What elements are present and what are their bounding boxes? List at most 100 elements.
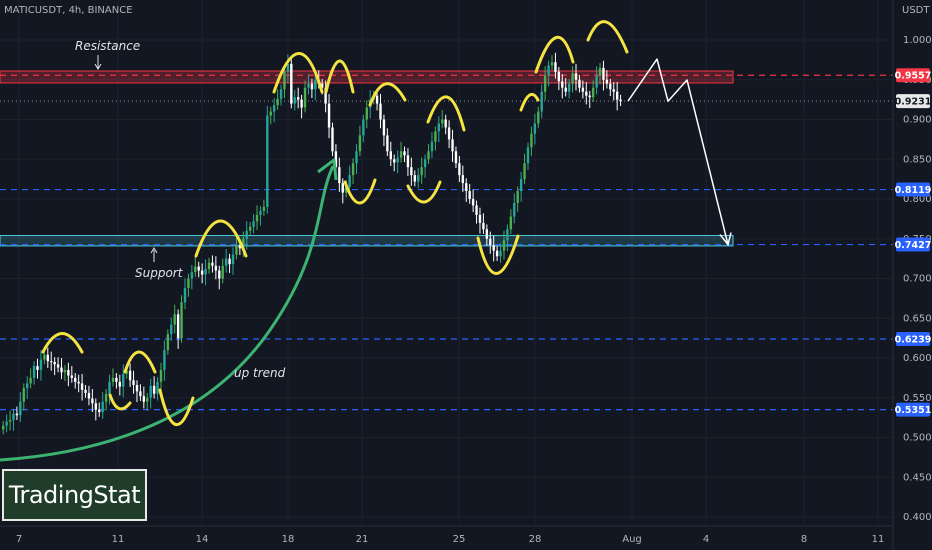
price-tag-text: 0.9557 [895, 71, 932, 82]
candle-body [396, 157, 399, 163]
candle [358, 125, 362, 157]
price-tick-label: 0.4000 [903, 512, 932, 523]
candle [533, 113, 537, 145]
candle-body [345, 187, 348, 193]
arc-peak [123, 350, 157, 374]
candle-body [15, 413, 19, 416]
candle-body [591, 87, 595, 98]
candle-body [554, 62, 557, 72]
candle [70, 365, 73, 383]
candle [53, 357, 56, 376]
candle [12, 408, 15, 431]
arc-trough [406, 180, 442, 204]
candle [506, 224, 509, 252]
candle-body [218, 270, 221, 279]
candle-body [173, 314, 176, 325]
candle-body [533, 123, 537, 134]
candle-body [585, 91, 588, 96]
candle-body [393, 159, 396, 163]
candle-body [362, 119, 365, 136]
horizontal-levels [0, 74, 893, 411]
candle [183, 278, 187, 310]
candle [293, 90, 296, 111]
candle [554, 52, 557, 79]
candle-body [441, 119, 444, 124]
candle-body [128, 370, 132, 381]
candle [355, 144, 358, 174]
candlestick-series [2, 52, 622, 435]
price-tag-bg [896, 237, 930, 252]
candle [389, 141, 392, 167]
candle-body [266, 115, 269, 207]
candle [475, 200, 478, 224]
candle-body [303, 87, 307, 108]
candle-body [410, 167, 413, 176]
candle-body [146, 397, 149, 402]
candle-body [513, 202, 516, 217]
candle [485, 224, 489, 246]
candle [166, 329, 170, 355]
candle-body [238, 245, 242, 249]
candle [36, 358, 39, 379]
candle [502, 230, 506, 260]
time-tick-label: 21 [356, 534, 369, 545]
candle [231, 247, 235, 275]
candle-body [142, 396, 146, 402]
candle-body [612, 89, 615, 92]
candle-body [22, 388, 25, 402]
time-axis[interactable]: 7 11 14 18 21 25 28 Aug 4 8 11 [0, 525, 893, 545]
candle [197, 261, 200, 278]
candle-body [228, 258, 231, 265]
candle-body [200, 270, 204, 275]
price-tag-0.9557: 0.9557 [895, 68, 932, 83]
candle-body [39, 359, 43, 370]
candle [74, 373, 77, 389]
candle-body [310, 83, 314, 90]
candle-body [211, 262, 214, 266]
candle-body [46, 354, 49, 362]
candle-body [5, 421, 8, 426]
candle [276, 89, 279, 110]
candle [437, 116, 441, 143]
candle [393, 154, 396, 172]
candle-body [434, 131, 437, 142]
arc-peak [324, 59, 355, 94]
candle-body [492, 245, 495, 251]
sr-zones [0, 70, 734, 247]
candle-body [56, 364, 60, 368]
candle-body [379, 103, 382, 120]
candle [218, 265, 221, 290]
candle [269, 106, 272, 125]
candle [29, 368, 32, 389]
candle-body [461, 175, 465, 184]
candle [516, 186, 519, 212]
arc-peak [272, 52, 324, 94]
candle [132, 370, 135, 394]
candle-body [132, 380, 135, 386]
candle-body [331, 127, 334, 152]
candle [567, 78, 571, 99]
candle-body [115, 377, 118, 382]
candle [379, 94, 382, 129]
candle [338, 157, 341, 192]
candle-body [403, 151, 406, 156]
candle [228, 253, 231, 273]
candle [444, 114, 447, 135]
candle [612, 82, 615, 101]
price-axis[interactable]: 1.00000.95000.90000.85000.80000.75000.70… [892, 0, 932, 550]
candle [543, 66, 547, 101]
candle-body [502, 240, 506, 251]
candle-body [98, 409, 101, 413]
arc-peak [519, 92, 540, 112]
candle-body [324, 87, 327, 104]
candle-body [29, 377, 32, 384]
candle-body [475, 205, 478, 215]
candle-body [382, 119, 386, 136]
price-tag-text: 0.9231 [895, 97, 932, 108]
candle-body [94, 403, 98, 410]
candle [187, 273, 190, 297]
candle [200, 263, 204, 284]
